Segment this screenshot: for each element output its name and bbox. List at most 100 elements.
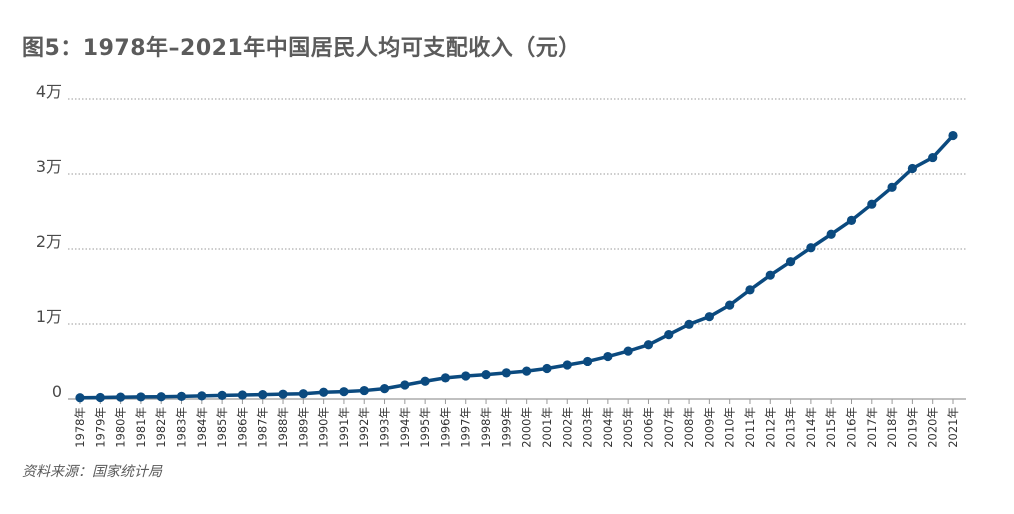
x-tick-label: 1997年 bbox=[459, 407, 473, 448]
x-tick-label: 2008年 bbox=[682, 407, 696, 448]
data-point bbox=[501, 368, 511, 378]
data-point bbox=[298, 389, 308, 399]
data-point bbox=[95, 392, 105, 403]
x-tick-label: 1986年 bbox=[235, 407, 249, 448]
x-tick-label: 1982年 bbox=[154, 407, 168, 448]
income-series bbox=[75, 130, 958, 403]
data-point bbox=[948, 130, 958, 141]
x-tick-label: 2011年 bbox=[743, 407, 757, 448]
x-tick-label: 2017年 bbox=[865, 407, 879, 448]
data-point bbox=[197, 391, 207, 401]
data-point bbox=[461, 371, 471, 381]
data-point bbox=[643, 340, 654, 350]
x-tick-labels: 1978年 1979年 1980年 1981年 1982年 1983年 1984年 1985年… bbox=[73, 407, 960, 448]
data-point bbox=[176, 391, 187, 401]
x-tick-label: 1990年 bbox=[317, 407, 331, 448]
x-tick-label: 1979年 bbox=[93, 407, 107, 448]
data-point bbox=[420, 376, 430, 386]
y-tick-labels: 0 1万 2万 3万 4万 bbox=[36, 82, 62, 401]
x-tick-label: 2000年 bbox=[520, 407, 534, 448]
data-point bbox=[339, 387, 349, 397]
x-tick-label: 2020年 bbox=[926, 407, 940, 448]
x-tick-label: 1998年 bbox=[479, 407, 493, 448]
x-tick-label: 1989年 bbox=[296, 407, 310, 448]
data-point bbox=[522, 366, 532, 376]
x-tick-label: 1992年 bbox=[357, 407, 371, 448]
data-point bbox=[907, 163, 917, 174]
data-point bbox=[217, 390, 227, 401]
x-tick-label: 2013年 bbox=[784, 407, 798, 448]
source-note: 资料来源：国家统计局 bbox=[22, 464, 162, 480]
data-point bbox=[136, 392, 146, 402]
data-point bbox=[258, 390, 268, 400]
x-tick-label: 1994年 bbox=[398, 407, 412, 448]
data-point bbox=[542, 363, 552, 374]
x-tick-label: 2021年 bbox=[946, 407, 960, 448]
data-point bbox=[400, 380, 410, 390]
x-tick-label: 1987年 bbox=[256, 407, 270, 448]
data-point bbox=[582, 356, 593, 367]
data-point bbox=[237, 390, 248, 400]
x-tick-label: 2019年 bbox=[905, 407, 919, 448]
x-tick-label: 2002年 bbox=[560, 407, 574, 448]
x-tick-label: 1983年 bbox=[175, 407, 189, 448]
x-tick-label: 1996年 bbox=[438, 407, 452, 448]
data-point bbox=[359, 385, 369, 396]
data-point bbox=[156, 392, 166, 402]
x-tick-label: 2018年 bbox=[885, 407, 899, 448]
x-tick-label: 1981年 bbox=[134, 407, 148, 448]
x-tick-label: 2006年 bbox=[641, 407, 655, 448]
x-tick-label: 1993年 bbox=[378, 407, 392, 448]
y-tick-label: 2万 bbox=[36, 232, 62, 251]
x-tick-label: 2004年 bbox=[601, 407, 615, 448]
y-tick-label: 3万 bbox=[36, 157, 62, 176]
data-point bbox=[623, 346, 633, 356]
data-point bbox=[664, 330, 674, 340]
y-tick-label: 1万 bbox=[36, 307, 62, 326]
x-tick-label: 1999年 bbox=[499, 407, 513, 448]
series-line bbox=[78, 133, 955, 400]
data-point bbox=[846, 215, 857, 225]
x-tick-label: 1988年 bbox=[276, 407, 290, 448]
data-point bbox=[867, 199, 877, 209]
data-point bbox=[785, 257, 796, 267]
data-point bbox=[684, 319, 694, 329]
data-point bbox=[440, 373, 451, 383]
x-tick-label: 2005年 bbox=[621, 407, 635, 448]
chart-title: 图5：1978年–2021年中国居民人均可支配收入（元） bbox=[22, 36, 581, 61]
data-point bbox=[704, 312, 714, 322]
x-tick-label: 2014年 bbox=[804, 407, 818, 448]
data-point bbox=[928, 152, 938, 163]
x-tick-label: 2007年 bbox=[662, 407, 676, 448]
data-point bbox=[278, 389, 288, 399]
data-point bbox=[75, 393, 85, 403]
x-tick-label: 1995年 bbox=[418, 407, 432, 448]
data-point bbox=[116, 392, 126, 402]
x-tick-label: 2001年 bbox=[540, 407, 554, 448]
x-tick-label: 2010年 bbox=[723, 407, 737, 448]
x-tick-label: 2009年 bbox=[702, 407, 716, 448]
data-point bbox=[725, 300, 735, 310]
x-tick-label: 2012年 bbox=[763, 407, 777, 448]
grid-lines bbox=[68, 98, 966, 325]
x-tick-label: 1985年 bbox=[215, 407, 229, 448]
data-point bbox=[826, 229, 836, 239]
data-point bbox=[603, 351, 613, 362]
x-tick-label: 2016年 bbox=[844, 407, 858, 448]
data-point bbox=[319, 387, 329, 397]
x-tick-label: 1980年 bbox=[114, 407, 128, 448]
data-point bbox=[379, 384, 390, 394]
data-point bbox=[765, 270, 775, 280]
data-point bbox=[887, 182, 897, 192]
data-point bbox=[562, 360, 572, 370]
y-tick-label: 4万 bbox=[36, 82, 62, 101]
data-point bbox=[481, 369, 491, 380]
x-tick-label: 1978年 bbox=[73, 407, 87, 448]
x-tick-label: 1991年 bbox=[337, 407, 351, 448]
x-tick-label: 1984年 bbox=[195, 407, 209, 448]
x-tick-label: 2015年 bbox=[824, 407, 838, 448]
x-tick-label: 2003年 bbox=[581, 407, 595, 448]
y-tick-label: 0 bbox=[52, 382, 62, 401]
data-point bbox=[745, 285, 755, 295]
